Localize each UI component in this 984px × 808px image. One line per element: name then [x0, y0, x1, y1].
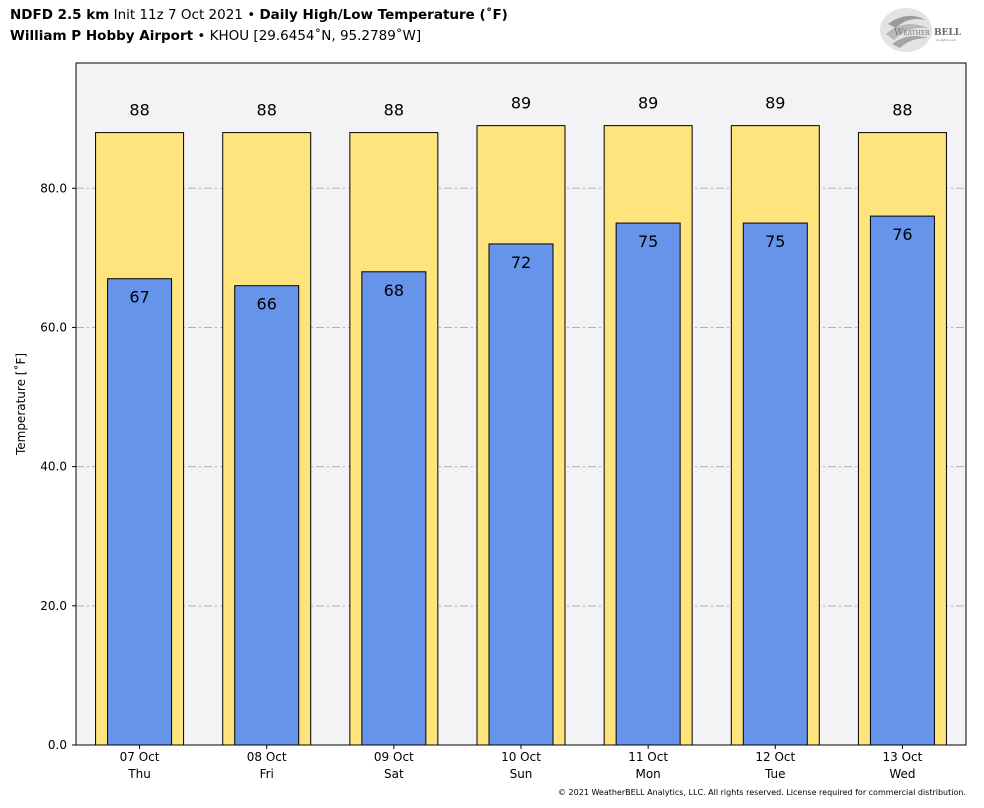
high-temp-labels: 88 88 88 89 89 89 88 [129, 94, 912, 120]
x-tick-day: Wed [889, 767, 915, 781]
low-temp-value: 68 [384, 281, 404, 300]
separator-dot: • [247, 7, 256, 23]
high-temp-value: 88 [129, 101, 149, 120]
x-tick-date: 07 Oct [120, 750, 160, 764]
x-tick-day: Mon [635, 767, 660, 781]
x-axis: 07 Oct Thu 08 Oct Fri 09 Oct Sat 10 Oct Sun 11 O… [120, 745, 923, 781]
chart-title-line: NDFD 2.5 km Init 11z 7 Oct 2021 • Daily … [10, 7, 508, 23]
low-temp-value: 75 [638, 232, 658, 251]
high-temp-value: 88 [892, 101, 912, 120]
low-temp-bar [107, 278, 173, 746]
high-temp-value: 88 [257, 101, 277, 120]
low-temp-value: 67 [129, 288, 149, 307]
weatherbell-logo: Weather BELL Analytics LLC [880, 8, 962, 52]
x-tick-date: 09 Oct [374, 750, 414, 764]
separator-dot-2: • [197, 28, 206, 44]
x-tick-date: 08 Oct [247, 750, 287, 764]
x-tick-day: Tue [764, 767, 786, 781]
station-info: KHOU [29.6454˚N, 95.2789˚W] [209, 28, 422, 44]
y-tick-label: 0.0 [48, 738, 67, 752]
low-temp-bar [869, 215, 935, 746]
high-temp-value: 89 [765, 94, 785, 113]
station-name: William P Hobby Airport [10, 28, 194, 44]
low-temp-value: 66 [257, 295, 277, 314]
low-temp-bar [742, 222, 808, 746]
low-temp-bar [488, 243, 554, 746]
high-temp-value: 89 [638, 94, 658, 113]
low-temp-labels: 67 66 68 72 75 75 76 [129, 225, 912, 314]
low-temp-value: 76 [892, 225, 912, 244]
low-temp-value: 72 [511, 253, 531, 272]
y-tick-label: 60.0 [40, 320, 67, 334]
x-tick-date: 13 Oct [883, 750, 923, 764]
low-temp-bar [361, 271, 427, 746]
x-tick-date: 10 Oct [501, 750, 541, 764]
low-temp-bars [107, 215, 935, 746]
y-axis-label: Temperature [˚F] [13, 353, 28, 456]
x-tick-date: 12 Oct [755, 750, 795, 764]
x-tick-day: Sun [510, 767, 533, 781]
x-tick-day: Sat [384, 767, 404, 781]
copyright-footer: © 2021 WeatherBELL Analytics, LLC. All r… [558, 788, 966, 797]
x-tick-date: 11 Oct [628, 750, 668, 764]
logo-tagline: Analytics LLC [936, 38, 956, 42]
low-temp-bar [615, 222, 681, 746]
logo-text-weather: Weather [894, 28, 930, 38]
y-axis: 0.0 20.0 40.0 60.0 80.0 [40, 181, 76, 752]
high-temp-value: 88 [384, 101, 404, 120]
model-name: NDFD 2.5 km [10, 7, 110, 23]
init-time: Init 11z 7 Oct 2021 [113, 7, 243, 23]
swirl-globe-icon [880, 8, 932, 52]
chart-title: Daily High/Low Temperature (˚F) [259, 7, 508, 23]
low-temp-bar [234, 285, 300, 746]
high-temp-value: 89 [511, 94, 531, 113]
logo-text-bell: BELL [934, 28, 962, 38]
station-line: William P Hobby Airport • KHOU [29.6454˚… [10, 28, 421, 44]
y-tick-label: 80.0 [40, 181, 67, 195]
x-tick-day: Fri [260, 767, 274, 781]
y-tick-label: 40.0 [40, 460, 67, 474]
x-tick-day: Thu [127, 767, 151, 781]
y-tick-label: 20.0 [40, 599, 67, 613]
low-temp-value: 75 [765, 232, 785, 251]
